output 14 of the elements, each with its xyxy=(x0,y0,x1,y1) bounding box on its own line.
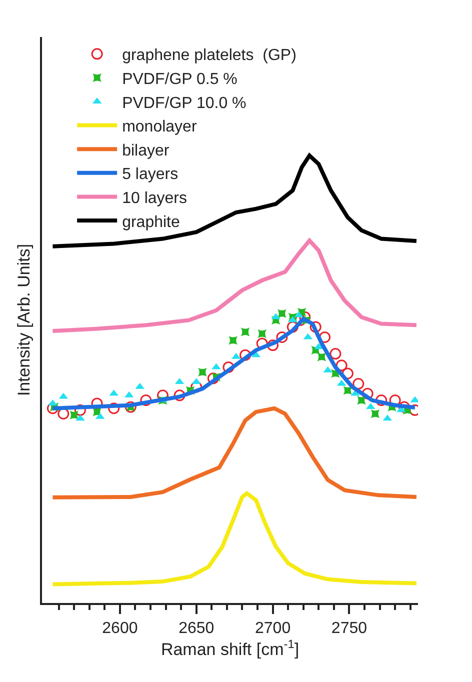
x-tick-label: 2650 xyxy=(178,620,214,637)
legend-label: monolayer xyxy=(122,118,198,136)
legend-label: graphene platelets (GP) xyxy=(122,47,296,64)
x-axis-title: Raman shift [cm$^{-1}$] xyxy=(160,636,300,660)
legend-label: 5 layers xyxy=(122,166,178,184)
x-tick-label: 2750 xyxy=(331,620,368,637)
legend-label: 10 layers xyxy=(122,190,187,207)
legend-label: PVDF/GP 0.5 % xyxy=(122,70,238,88)
y-axis-title: Intensity [Arb. Units] xyxy=(14,244,34,396)
legend-label: PVDF/GP 10.0 % xyxy=(122,94,246,112)
x-tick-label: 2700 xyxy=(255,620,291,637)
x-tick-label: 2600 xyxy=(102,620,138,637)
legend-label: bilayer xyxy=(122,142,170,160)
legend-label: graphite xyxy=(122,214,180,231)
